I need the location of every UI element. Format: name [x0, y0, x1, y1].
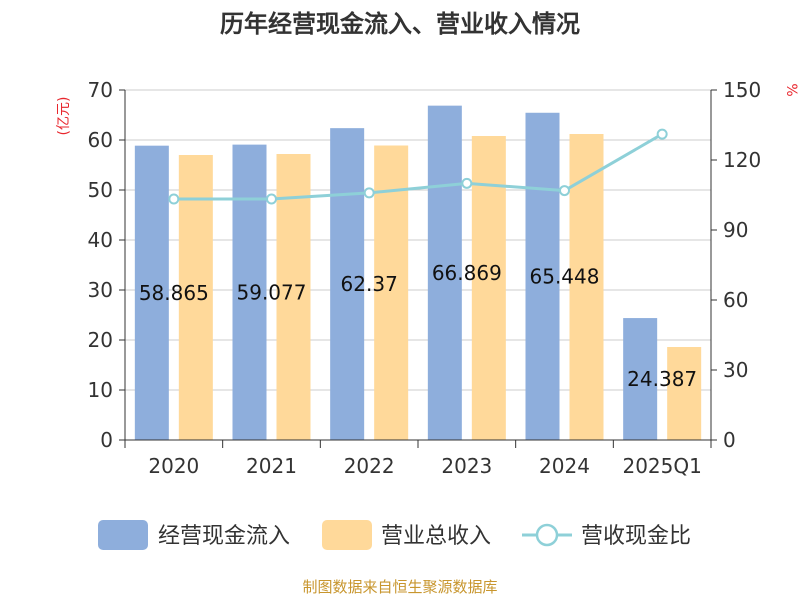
x-tick-label: 2023 [441, 454, 492, 478]
gridlines [125, 89, 711, 391]
x-tick-label: 2024 [539, 454, 590, 478]
x-tick-label: 2025Q1 [622, 454, 701, 478]
bar-cash-inflow [134, 145, 169, 441]
right-tick-label: 0 [723, 428, 736, 452]
left-tick-label: 60 [88, 128, 113, 152]
ratio-point [266, 193, 277, 205]
left-axis-unit: (亿元) [56, 97, 72, 136]
left-tick-label: 0 [100, 428, 113, 452]
data-label-cash-inflow: 59.077 [237, 280, 307, 304]
ratio-line [168, 128, 668, 205]
axes: 0 10 20 30 40 50 60 70 0 30 60 90 120 150 2020 2021 2022… [88, 78, 762, 478]
legend-swatch-ratio-marker [535, 523, 559, 547]
right-tick-label: 120 [723, 148, 761, 172]
x-tick-label: 2020 [148, 454, 199, 478]
bar-cash-inflow [330, 128, 365, 440]
data-label-cash-inflow: 24.387 [627, 367, 697, 391]
right-tick-label: 90 [723, 218, 748, 242]
bar-cash-inflow [427, 105, 462, 440]
legend-label-ratio: 营收现金比 [581, 524, 691, 549]
left-tick-label: 30 [88, 278, 113, 302]
left-tick-label: 20 [88, 328, 113, 352]
data-label-cash-inflow: 66.869 [432, 261, 502, 285]
bar-cash-inflow [623, 318, 658, 440]
legend-label-revenue: 营业总收入 [381, 524, 491, 549]
bars [134, 105, 702, 441]
left-tick-label: 70 [88, 78, 113, 102]
left-tick-label: 40 [88, 228, 113, 252]
ratio-point [656, 128, 668, 140]
legend-label-cash-inflow: 经营现金流入 [158, 524, 290, 549]
bar-revenue [374, 145, 409, 440]
x-tick-label: 2021 [246, 454, 297, 478]
source-note: 制图数据来自恒生聚源数据库 [302, 578, 497, 596]
bar-revenue [471, 136, 506, 440]
data-label-cash-inflow: 62.37 [341, 272, 398, 296]
x-tick-label: 2022 [344, 454, 395, 478]
data-labels: 58.865 59.077 62.37 66.869 65.448 24.387 [139, 261, 697, 391]
bar-cash-inflow [232, 144, 267, 441]
chart-title: 历年经营现金流入、营业收入情况 [220, 10, 580, 38]
data-label-cash-inflow: 65.448 [530, 264, 600, 288]
right-tick-label: 150 [723, 78, 761, 102]
bar-revenue [276, 154, 311, 440]
bar-revenue [667, 347, 702, 440]
legend-swatch-revenue [322, 520, 372, 550]
ratio-point [363, 187, 375, 199]
bar-revenue [178, 155, 213, 440]
ratio-point [559, 185, 570, 197]
right-tick-label: 60 [723, 288, 748, 312]
ratio-point [461, 177, 473, 189]
data-label-cash-inflow: 58.865 [139, 281, 209, 305]
legend-swatch-cash-inflow [98, 520, 148, 550]
legend: 经营现金流入 营业总收入 营收现金比 [98, 520, 691, 550]
right-tick-label: 30 [723, 358, 748, 382]
right-axis-unit: % [783, 83, 799, 96]
ratio-point [168, 193, 180, 205]
ratio-polyline [173, 132, 663, 201]
bar-cash-inflow [525, 112, 560, 440]
left-tick-label: 50 [88, 178, 113, 202]
left-tick-label: 10 [88, 378, 113, 402]
